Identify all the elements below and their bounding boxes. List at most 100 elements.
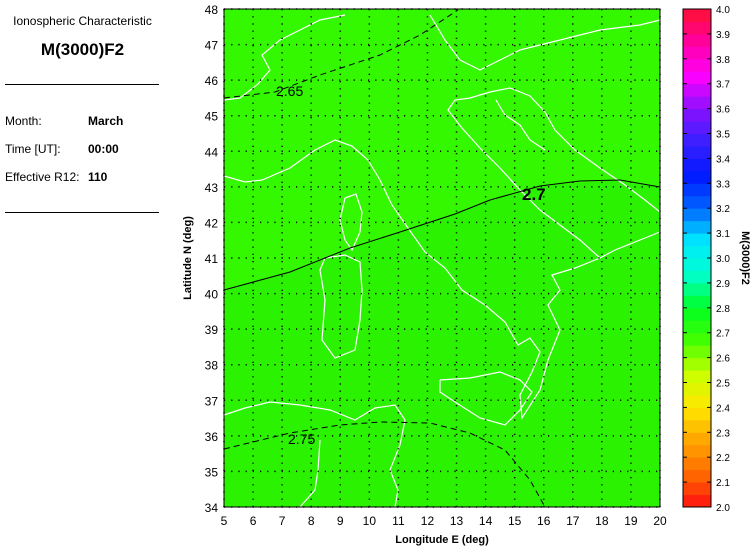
colorbar-swatch [683,295,711,309]
x-tick-label: 15 [508,514,522,528]
colorbar-tick-label: 4.0 [716,5,730,16]
x-tick-label: 12 [421,514,435,528]
colorbar-swatch [683,183,711,197]
colorbar-swatch [683,332,711,346]
contour-line [223,421,546,508]
colorbar-tick-label: 2.0 [716,503,730,514]
y-tick-label: 38 [205,359,219,373]
colorbar-tick-label: 2.7 [716,329,730,340]
colorbar-tick-label: 2.3 [716,428,730,439]
coastline [223,401,406,508]
coastline [544,111,661,213]
y-tick-label: 37 [205,394,219,408]
colorbar-swatch [683,21,711,35]
colorbar-tick-label: 3.4 [716,154,730,165]
r12-value: 110 [88,170,108,184]
x-tick-label: 6 [250,514,257,528]
divider [5,84,159,85]
colorbar-tick-label: 3.8 [716,55,730,66]
x-tick-label: 5 [221,514,228,528]
colorbar-swatch [683,158,711,172]
time-label: Time [UT]: [5,142,61,156]
colorbar-swatch [683,245,711,259]
y-tick-label: 43 [205,181,219,195]
colorbar-swatch [683,195,711,209]
colorbar-swatch [683,270,711,284]
colorbar-swatch [683,71,711,85]
colorbar-swatch [683,370,711,383]
contour-label: 2.7 [522,185,546,204]
colorbar-swatch [683,494,711,508]
x-tick-label: 17 [566,514,580,528]
colorbar-swatch [683,482,711,496]
colorbar-tick-label: 3.3 [716,179,730,190]
colorbar-swatch [683,282,711,296]
x-tick-label: 10 [363,514,377,528]
colorbar-tick-label: 2.2 [716,453,730,464]
y-tick-label: 41 [205,252,219,266]
coastline [447,87,601,259]
colorbar-tick-label: 3.0 [716,254,730,265]
colorbar-tick-label: 3.5 [716,130,730,141]
x-tick-label: 7 [279,514,286,528]
colorbar-swatch [683,83,711,97]
contour-label: 2.75 [288,431,315,447]
colorbar-swatch [683,357,711,371]
panel-title: Ionospheric Characteristic [13,14,152,28]
coastline [495,99,546,151]
contour-label: 2.65 [276,83,303,99]
coastline [223,14,346,101]
colorbar-title: M(3000)F2 [739,231,751,285]
colorbar-tick-label: 3.7 [716,80,730,91]
coastline [299,439,321,508]
contour-line [223,9,459,99]
colorbar-swatch [683,382,711,396]
colorbar-swatch [683,145,711,159]
colorbar-swatch [683,307,711,321]
colorbar-swatch [683,320,711,334]
x-tick-label: 18 [595,514,609,528]
colorbar-swatch [683,46,711,60]
month-label: Month: [5,114,42,128]
y-tick-label: 44 [205,145,219,159]
map-frame [223,8,661,508]
divider [5,212,159,213]
colorbar-swatch [683,108,711,122]
colorbar-tick-label: 3.9 [716,30,730,41]
coastline [223,139,661,420]
colorbar-swatch [683,208,711,222]
x-tick-label: 11 [392,514,405,528]
y-tick-label: 40 [205,288,219,302]
y-tick-label: 34 [205,501,219,515]
colorbar-swatch [683,258,711,271]
colorbar-swatch [683,133,711,147]
y-tick-label: 46 [205,74,219,88]
y-tick-label: 48 [205,3,219,17]
colorbar-swatch [683,469,711,483]
colorbar-swatch [683,394,711,408]
y-tick-label: 39 [205,323,219,337]
y-tick-label: 42 [205,216,219,230]
colorbar-swatch [683,58,711,72]
contour-line [223,179,661,291]
colorbar-swatch [683,444,711,458]
colorbar-swatch [683,33,711,47]
colorbar-swatch [683,345,711,359]
colorbar-swatch [683,432,711,446]
colorbar-swatch [683,170,711,184]
colorbar-swatch [683,457,711,471]
colorbar-tick-label: 3.6 [716,105,730,116]
colorbar-tick-label: 3.2 [716,204,730,215]
colorbar-tick-label: 2.5 [716,379,730,390]
y-tick-label: 47 [205,39,219,53]
y-tick-label: 36 [205,430,219,444]
colorbar-swatch [683,419,711,433]
colorbar-swatch [683,96,711,110]
coastline [339,193,363,252]
colorbar-swatch [683,9,711,22]
colorbar-tick-label: 2.9 [716,279,730,290]
colorbar-swatch [683,233,711,247]
r12-label: Effective R12: [5,170,80,184]
colorbar-swatch [683,407,711,421]
